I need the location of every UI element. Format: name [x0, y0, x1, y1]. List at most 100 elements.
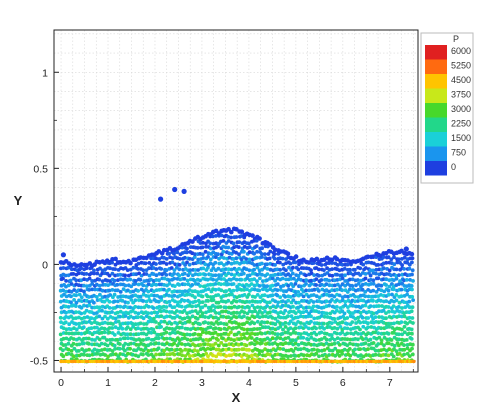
particle-point — [110, 337, 115, 342]
particle-point — [353, 347, 357, 352]
particle-point — [363, 294, 368, 299]
particle-point — [219, 261, 224, 265]
particle-point — [278, 336, 283, 341]
particle-point — [298, 347, 303, 352]
particle-point — [69, 267, 74, 272]
particle-point — [332, 316, 337, 321]
particle-point — [206, 299, 210, 303]
particle-point — [377, 304, 381, 308]
particle-point — [221, 314, 226, 319]
particle-point — [241, 271, 246, 276]
particle-point — [257, 352, 262, 356]
particle-point — [298, 284, 303, 289]
particle-point — [258, 276, 262, 281]
particle-point — [382, 289, 387, 294]
particle-point — [107, 299, 112, 304]
particle-point — [106, 321, 110, 326]
particle-point — [237, 325, 241, 329]
particle-point — [177, 273, 182, 278]
particle-point — [205, 294, 210, 299]
particle-point — [222, 256, 226, 260]
particle-point — [332, 341, 337, 346]
particle-point — [118, 304, 123, 309]
particle-point — [247, 292, 251, 297]
particle-point — [229, 267, 234, 272]
particle-point — [252, 327, 257, 331]
particle-point — [244, 299, 249, 304]
particle-point — [203, 303, 208, 308]
particle-point — [254, 244, 259, 249]
particle-point — [410, 294, 415, 299]
particle-point — [392, 321, 396, 326]
particle-point — [154, 278, 159, 282]
particle-point — [280, 276, 285, 281]
particle-point — [234, 235, 239, 239]
particle-point — [123, 283, 128, 288]
particle-point — [79, 331, 84, 336]
particle-point — [273, 322, 278, 327]
particle-point — [58, 315, 63, 320]
particle-point — [169, 266, 174, 270]
particle-point — [229, 330, 233, 335]
particle-point — [190, 309, 195, 314]
particle-point — [167, 299, 172, 304]
particle-point — [286, 335, 291, 340]
particle-point — [177, 257, 182, 261]
particle-point — [187, 316, 192, 321]
particle-point — [159, 314, 164, 318]
particle-point — [356, 278, 360, 282]
surface-point — [229, 229, 234, 235]
droplet-point — [181, 188, 187, 194]
particle-point — [151, 327, 156, 332]
particle-point — [270, 276, 275, 281]
colorbar-swatch — [425, 132, 447, 147]
particle-point — [185, 250, 189, 255]
particle-point — [64, 310, 68, 315]
particle-point — [286, 298, 291, 303]
particle-point — [265, 288, 269, 293]
particle-point — [296, 342, 301, 347]
particle-point — [113, 347, 117, 351]
particle-point — [293, 354, 298, 358]
particle-point — [128, 332, 133, 337]
particle-point — [293, 338, 298, 343]
particle-point — [95, 351, 99, 356]
particle-point — [402, 267, 406, 271]
particle-point — [257, 284, 262, 288]
particle-point — [340, 276, 345, 281]
particle-point — [79, 305, 84, 310]
x-tick-label: 6 — [340, 377, 346, 389]
particle-point — [164, 305, 169, 309]
particle-point — [146, 327, 151, 332]
particle-point — [138, 277, 143, 282]
particle-point — [343, 299, 348, 304]
particle-point — [102, 335, 107, 340]
particle-point — [257, 349, 262, 353]
particle-point — [272, 252, 277, 256]
particle-point — [275, 335, 280, 340]
particle-point — [261, 287, 265, 292]
particle-point — [309, 268, 313, 273]
particle-point — [72, 354, 76, 359]
particle-point — [128, 267, 133, 272]
particle-point — [74, 327, 79, 332]
particle-point — [340, 330, 345, 335]
particle-point — [322, 268, 326, 272]
particle-point — [394, 293, 399, 297]
particle-point — [376, 263, 381, 267]
y-tick-label: -0.5 — [30, 355, 48, 367]
particle-point — [407, 305, 412, 310]
particle-point — [76, 331, 81, 336]
particle-point — [306, 332, 311, 337]
particle-point — [291, 304, 295, 309]
particle-point — [237, 330, 241, 335]
particle-point — [407, 315, 412, 320]
particle-point — [204, 331, 209, 335]
particle-point — [337, 343, 342, 347]
y-tick-label: 1 — [42, 67, 48, 79]
particle-point — [159, 309, 164, 314]
particle-point — [409, 309, 414, 314]
particle-point — [319, 330, 324, 335]
particle-point — [255, 341, 260, 345]
particle-point — [77, 342, 82, 347]
